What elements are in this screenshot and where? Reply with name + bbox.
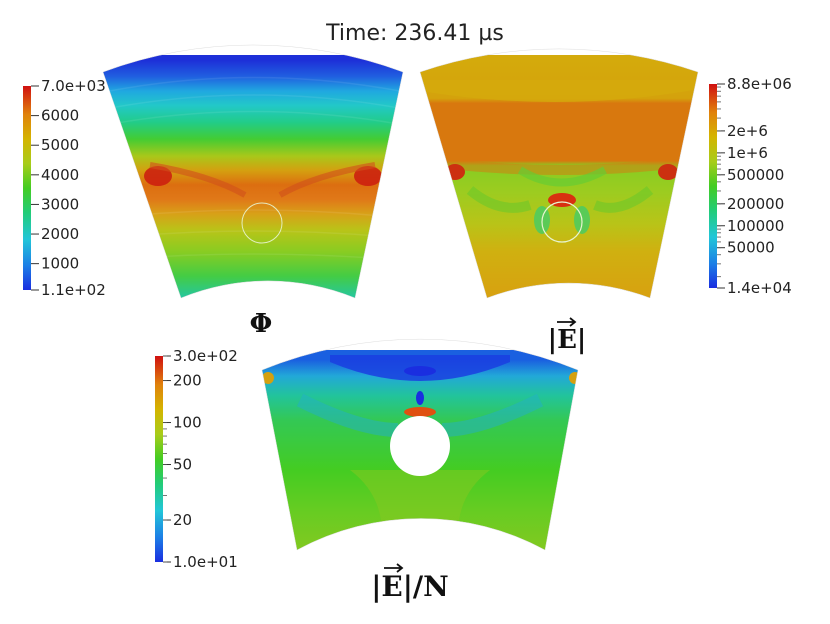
phi-colorbar: 7.0e+03 6000 5000 4000 3000 2000 1000 1.1e+02 — [23, 77, 106, 299]
colorbar-tick-label: 1e+6 — [727, 144, 768, 162]
phi-field — [103, 55, 403, 299]
vector-arrow-icon — [384, 563, 404, 573]
colorbar-tick-label: 100000 — [727, 217, 784, 235]
colorbar-tick-label: 6000 — [41, 107, 79, 125]
e-magnitude-colorbar-ticks: 8.8e+06 2e+6 1e+6 500000 200000 100000 50000 1.… — [717, 75, 792, 297]
colorbar-tick-label: 100 — [173, 414, 202, 432]
colorbar-tick-label: 2000 — [41, 225, 79, 243]
colorbar-tick-label: 8.8e+06 — [727, 75, 792, 93]
colorbar-tick-label: 1.1e+02 — [41, 281, 106, 299]
colorbar-tick-label: 50 — [173, 456, 192, 474]
colorbar-tick-label: 5000 — [41, 136, 79, 154]
phi-colorbar-ticks: 7.0e+03 6000 5000 4000 3000 2000 1000 1.1e+02 — [31, 77, 106, 299]
e-magnitude-panel-label: |E| — [548, 325, 587, 355]
colorbar-tick-label: 1.0e+01 — [173, 553, 238, 571]
e-over-n-colorbar: 3.0e+02 200 100 50 20 1.0e+01 — [155, 347, 238, 571]
e-over-n-panel: 3.0e+02 200 100 50 20 1.0e+01 |E|/N — [155, 338, 579, 603]
colorbar-tick-label: 50000 — [727, 239, 775, 257]
vector-arrow-icon — [557, 317, 577, 327]
phi-panel: 7.0e+03 6000 5000 4000 3000 2000 1000 1.1e+02 Φ — [23, 44, 404, 339]
e-over-n-colorbar-gradient — [155, 356, 163, 562]
colorbar-tick-label: 3000 — [41, 195, 79, 213]
phi-colorbar-gradient — [23, 86, 31, 290]
e-over-n-colorbar-ticks: 3.0e+02 200 100 50 20 1.0e+01 — [163, 347, 238, 571]
colorbar-tick-label: 200 — [173, 372, 202, 390]
e-magnitude-panel: 8.8e+06 2e+6 1e+6 500000 200000 100000 50000 1.… — [419, 48, 792, 355]
svg-text:|E|: |E| — [548, 325, 587, 355]
figure-title: Time: 236.41 µs — [325, 21, 504, 46]
colorbar-tick-label: 3.0e+02 — [173, 347, 238, 365]
e-magnitude-field — [420, 55, 698, 298]
phi-panel-label: Φ — [250, 309, 273, 339]
colorbar-tick-label: 4000 — [41, 166, 79, 184]
e-magnitude-colorbar: 8.8e+06 2e+6 1e+6 500000 200000 100000 50000 1.… — [709, 75, 792, 297]
colorbar-tick-label: 500000 — [727, 166, 784, 184]
colorbar-tick-label: 200000 — [727, 195, 784, 213]
cylinder-hole — [390, 416, 450, 476]
e-over-n-panel-label: |E|/N — [371, 570, 449, 603]
colorbar-tick-label: 20 — [173, 511, 192, 529]
colorbar-tick-label: 1000 — [41, 255, 79, 273]
e-over-n-field — [262, 350, 578, 550]
e-magnitude-colorbar-gradient — [709, 84, 717, 288]
colorbar-tick-label: 1.4e+04 — [727, 279, 792, 297]
colorbar-tick-label: 7.0e+03 — [41, 77, 106, 95]
colorbar-tick-label: 2e+6 — [727, 122, 768, 140]
